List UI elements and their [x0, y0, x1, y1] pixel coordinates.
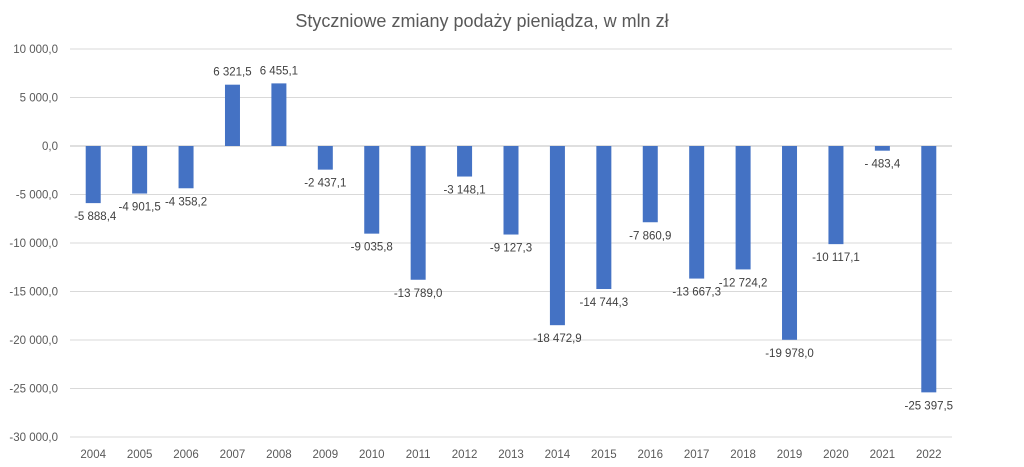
y-tick-label: -10 000,0: [9, 238, 58, 250]
bar: [828, 146, 844, 245]
bar: [271, 83, 287, 146]
x-tick-label: 2013: [498, 449, 524, 461]
x-tick-label: 2020: [823, 449, 849, 461]
bar: [410, 146, 426, 280]
bar: [85, 146, 101, 204]
bar: [178, 146, 194, 189]
data-label: -10 117,1: [812, 252, 860, 264]
data-label: -3 148,1: [443, 185, 485, 197]
data-label: -13 667,3: [672, 287, 721, 299]
bar: [596, 146, 612, 290]
x-axis: 2004 2005 2006 2007 2008 2009 2010 2011 2012 2013…: [80, 449, 941, 461]
x-tick-label: 2008: [266, 449, 292, 461]
x-tick-label: 2012: [452, 449, 478, 461]
data-label: -7 860,9: [629, 230, 671, 242]
y-tick-label: -25 000,0: [9, 384, 58, 396]
bar: [782, 146, 798, 340]
y-axis: 10 000,0 5 000,0 0,0 -5 000,0 -10 000,0 -15 0…: [9, 44, 58, 444]
x-tick-label: 2011: [406, 449, 431, 461]
x-tick-label: 2010: [359, 449, 385, 461]
bar: [689, 146, 705, 279]
x-tick-label: 2018: [730, 449, 756, 461]
x-tick-label: 2006: [173, 449, 199, 461]
bar: [457, 146, 473, 177]
data-label: -25 397,5: [904, 400, 953, 412]
bar: [549, 146, 565, 326]
data-label: -2 437,1: [304, 178, 346, 190]
data-label: -9 035,8: [351, 242, 393, 254]
y-tick-label: 5 000,0: [20, 93, 58, 105]
x-tick-label: 2019: [777, 449, 803, 461]
y-tick-label: 0,0: [42, 141, 58, 153]
x-tick-label: 2015: [591, 449, 617, 461]
x-tick-label: 2009: [313, 449, 339, 461]
bar: [503, 146, 519, 235]
data-label: -4 901,5: [119, 202, 161, 214]
x-tick-label: 2021: [870, 449, 896, 461]
x-tick-label: 2016: [637, 449, 663, 461]
gridlines: [70, 48, 952, 438]
y-tick-label: -15 000,0: [9, 287, 58, 299]
x-tick-label: 2004: [80, 449, 106, 461]
data-label: -19 978,0: [765, 348, 814, 360]
data-label: 6 455,1: [260, 65, 298, 77]
bar: [735, 146, 751, 270]
x-tick-label: 2007: [220, 449, 246, 461]
bar: [132, 146, 148, 194]
data-label: -9 127,3: [490, 243, 532, 255]
chart-title: Styczniowe zmiany podaży pieniądza, w ml…: [295, 11, 668, 31]
bar: [874, 146, 890, 151]
bar: [921, 146, 937, 393]
data-label: 6 321,5: [213, 67, 251, 79]
bar: [642, 146, 658, 223]
bars: [85, 83, 937, 393]
data-label: - 483,4: [864, 159, 900, 171]
x-tick-label: 2005: [127, 449, 153, 461]
data-label: -4 358,2: [165, 196, 207, 208]
x-tick-label: 2014: [545, 449, 571, 461]
y-tick-label: -20 000,0: [9, 335, 58, 347]
data-label: -13 789,0: [394, 288, 443, 300]
y-tick-label: 10 000,0: [13, 44, 58, 56]
x-tick-label: 2022: [916, 449, 942, 461]
data-label: -18 472,9: [533, 333, 582, 345]
x-tick-label: 2017: [684, 449, 710, 461]
bar: [224, 84, 240, 146]
data-label: -12 724,2: [719, 277, 768, 289]
bar: [364, 146, 380, 234]
data-labels: -5 888,4-4 901,5 -4 358,2 6 321,5 6 455,1 -2…: [74, 65, 953, 412]
y-tick-label: -30 000,0: [9, 432, 58, 444]
data-label: -5 888,4: [74, 211, 117, 223]
bar: [317, 146, 333, 170]
y-tick-label: -5 000,0: [16, 190, 58, 202]
data-label: -14 744,3: [580, 297, 629, 309]
